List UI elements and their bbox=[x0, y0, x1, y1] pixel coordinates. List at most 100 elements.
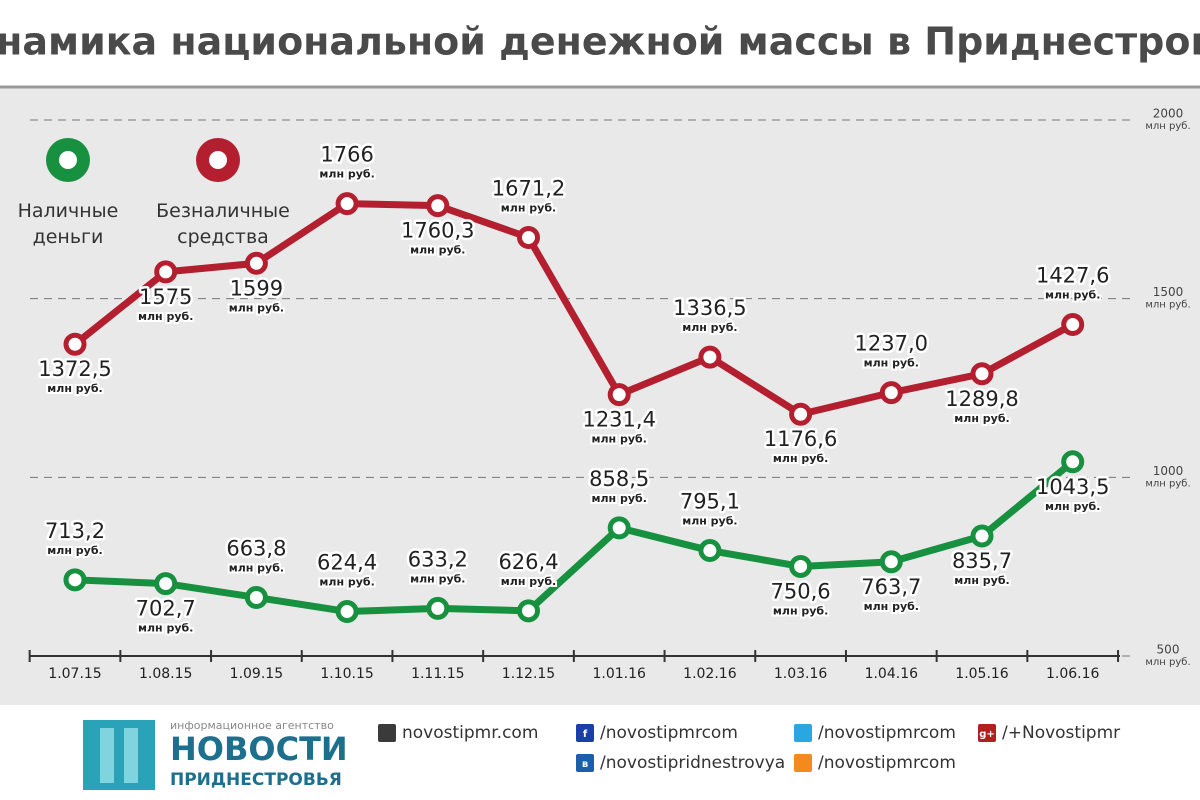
point bbox=[244, 585, 268, 609]
value-unit: млн руб. bbox=[319, 168, 374, 181]
value-unit: млн руб. bbox=[864, 600, 919, 613]
value-unit: млн руб. bbox=[1045, 289, 1100, 302]
social-icon bbox=[794, 754, 812, 772]
value-label: 1760,3 bbox=[401, 219, 474, 243]
point bbox=[789, 554, 813, 578]
social-link[interactable]: /novostipmrcom bbox=[818, 753, 956, 773]
point bbox=[154, 260, 178, 284]
point bbox=[789, 402, 813, 426]
point bbox=[1061, 313, 1085, 337]
plot-background bbox=[0, 88, 1200, 705]
value-label: 795,1 bbox=[680, 490, 740, 514]
value-label: 702,7 bbox=[136, 597, 196, 621]
social-link[interactable]: /novostipridnestrovya bbox=[600, 753, 785, 773]
point bbox=[244, 251, 268, 275]
value-label: 1599 bbox=[230, 276, 283, 300]
social-icon-glyph: g+ bbox=[979, 729, 995, 740]
point bbox=[426, 194, 450, 218]
series-line bbox=[72, 200, 1075, 418]
value-unit: млн руб. bbox=[1045, 500, 1100, 513]
value-unit: млн руб. bbox=[592, 433, 647, 446]
value-unit: млн руб. bbox=[410, 244, 465, 257]
value-unit: млн руб. bbox=[773, 452, 828, 465]
value-label: 858,5 bbox=[589, 467, 649, 491]
value-label: 1231,4 bbox=[582, 408, 655, 432]
point bbox=[335, 192, 359, 216]
logo-subtitle: ПРИДНЕСТРОВЬЯ bbox=[170, 770, 342, 790]
value-label: 1372,5 bbox=[38, 357, 111, 381]
value-label: 663,8 bbox=[226, 536, 286, 560]
x-tick-label: 1.09.15 bbox=[230, 666, 283, 682]
value-label: 1671,2 bbox=[492, 176, 565, 200]
x-tick-label: 1.05.16 bbox=[955, 666, 1009, 682]
social-link[interactable]: /novostipmrcom bbox=[818, 723, 956, 743]
value-unit: млн руб. bbox=[592, 492, 647, 505]
y-tick-label: 500 bbox=[1157, 643, 1180, 657]
x-tick-label: 1.02.16 bbox=[683, 666, 737, 682]
value-label: 1427,6 bbox=[1036, 264, 1109, 288]
value-unit: млн руб. bbox=[682, 321, 737, 334]
value-label: 1336,5 bbox=[673, 296, 746, 320]
x-tick-label: 1.01.16 bbox=[592, 666, 646, 682]
point bbox=[698, 539, 722, 563]
point bbox=[1061, 450, 1085, 474]
y-tick-unit: млн руб. bbox=[1145, 121, 1190, 132]
x-tick-label: 1.04.16 bbox=[865, 666, 919, 682]
value-unit: млн руб. bbox=[410, 572, 465, 585]
point bbox=[879, 550, 903, 574]
value-unit: млн руб. bbox=[864, 357, 919, 370]
x-tick-label: 1.10.15 bbox=[320, 666, 373, 682]
x-tick-label: 1.08.15 bbox=[139, 666, 192, 682]
social-icon bbox=[978, 724, 996, 742]
logo-box bbox=[83, 720, 155, 790]
value-label: 1237,0 bbox=[855, 332, 928, 356]
x-tick-label: 1.07.15 bbox=[48, 666, 101, 682]
legend-label: Наличные деньги bbox=[17, 200, 119, 248]
chart-title: Динамика национальной денежной массы в П… bbox=[0, 20, 1200, 64]
value-unit: млн руб. bbox=[954, 574, 1009, 587]
point bbox=[63, 332, 87, 356]
x-tick-label: 1.06.16 bbox=[1046, 666, 1100, 682]
y-tick-label: 1500 bbox=[1153, 285, 1184, 299]
point bbox=[517, 599, 540, 623]
social-icon bbox=[576, 754, 594, 772]
y-tick-unit: млн руб. bbox=[1145, 657, 1190, 668]
social-link[interactable]: /+Novostipmr bbox=[1002, 723, 1120, 743]
legend-swatch-center bbox=[59, 151, 77, 169]
value-label: 1043,5 bbox=[1036, 475, 1109, 499]
x-tick-label: 1.11.15 bbox=[411, 666, 464, 682]
value-label: 626,4 bbox=[498, 550, 558, 574]
point bbox=[970, 362, 994, 386]
value-unit: млн руб. bbox=[501, 575, 556, 588]
point bbox=[970, 524, 994, 548]
legend-label: Безналичные средства bbox=[156, 200, 290, 248]
agency-label: информационное агентство bbox=[170, 719, 334, 732]
y-tick-unit: млн руб. bbox=[1145, 478, 1190, 489]
value-label: 713,2 bbox=[45, 519, 105, 543]
point bbox=[335, 600, 359, 624]
value-unit: млн руб. bbox=[773, 604, 828, 617]
legend-swatch-center bbox=[209, 151, 227, 169]
value-label: 1176,6 bbox=[764, 427, 837, 451]
social-link[interactable]: /novostipmrcom bbox=[600, 723, 738, 743]
y-tick-label: 2000 bbox=[1153, 107, 1184, 121]
value-label: 633,2 bbox=[408, 547, 468, 571]
value-label: 1766 bbox=[320, 143, 373, 167]
logo-bar bbox=[100, 728, 114, 783]
value-unit: млн руб. bbox=[138, 310, 193, 323]
social-icon-glyph: в bbox=[582, 759, 588, 770]
value-unit: млн руб. bbox=[47, 382, 102, 395]
social-icon bbox=[794, 724, 812, 742]
series-line bbox=[74, 459, 1075, 616]
logo-title: НОВОСТИ bbox=[170, 730, 348, 768]
value-label: 1575 bbox=[139, 285, 192, 309]
social-link[interactable]: novostipmr.com bbox=[402, 723, 538, 743]
value-unit: млн руб. bbox=[954, 412, 1009, 425]
point bbox=[517, 225, 540, 249]
value-label: 624,4 bbox=[317, 551, 377, 575]
social-icon-glyph: f bbox=[583, 729, 588, 740]
y-tick-unit: млн руб. bbox=[1145, 300, 1190, 311]
value-label: 750,6 bbox=[771, 579, 831, 603]
